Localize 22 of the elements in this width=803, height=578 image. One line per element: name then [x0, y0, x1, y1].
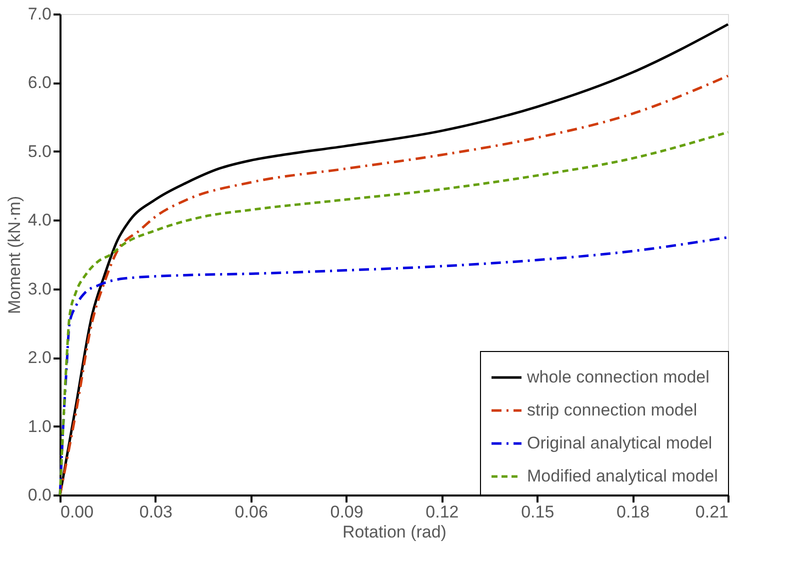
legend-label: whole connection model [526, 368, 710, 386]
x-tick-label: 0.15 [521, 502, 554, 522]
x-tick-label: 0.18 [616, 502, 650, 522]
y-tick-label: 2.0 [28, 348, 52, 368]
legend-label: strip connection model [527, 400, 698, 420]
y-tick-label: 0.0 [28, 486, 52, 504]
x-tick-label: 0.00 [60, 502, 94, 522]
x-axis-title: Rotation (rad) [342, 522, 446, 542]
legend-label: Modified analytical model [527, 466, 718, 486]
x-tick-label: 0.03 [139, 502, 172, 522]
y-tick-label: 1.0 [28, 416, 52, 436]
y-tick-label: 5.0 [28, 142, 52, 161]
y-tick-label: 3.0 [28, 279, 52, 298]
y-tick-label: 7.0 [28, 4, 52, 24]
y-axis-title: Moment (kN·m) [4, 196, 24, 314]
y-tick-label: 6.0 [28, 73, 52, 92]
x-tick-label: 0.09 [330, 502, 364, 522]
y-tick-label: 4.0 [28, 210, 52, 230]
x-tick-label: 0.12 [426, 502, 459, 522]
x-tick-label: 0.21 [695, 502, 728, 522]
legend-label: Original analytical model [527, 434, 712, 452]
x-tick-label: 0.06 [234, 502, 268, 522]
